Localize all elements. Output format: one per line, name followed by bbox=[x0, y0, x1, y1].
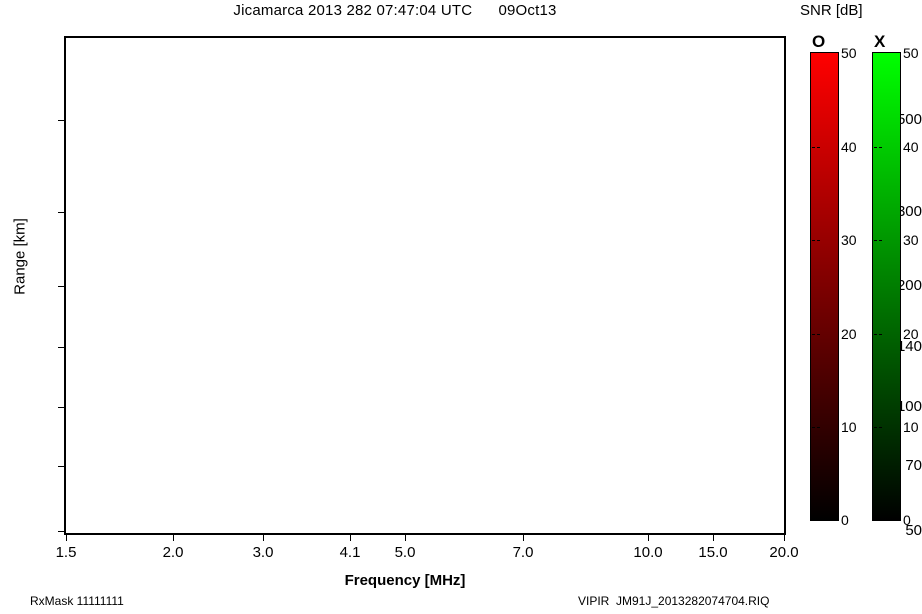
ylabel-70: 70 bbox=[905, 457, 922, 474]
cb-o-val-10: 10 bbox=[841, 419, 857, 435]
ytick-70 bbox=[58, 466, 65, 467]
cb-o-val-30: 30 bbox=[841, 232, 857, 248]
xtick-4.1 bbox=[350, 535, 351, 541]
xlabel-20.0: 20.0 bbox=[769, 544, 799, 561]
cb-o-val-40: 40 bbox=[841, 139, 857, 155]
xtick-1.5 bbox=[66, 535, 67, 541]
colorbar-o-letter: O bbox=[812, 32, 826, 51]
page-title: Jicamarca 2013 282 07:47:04 UTC 09Oct13 bbox=[233, 2, 557, 19]
ytick-200 bbox=[58, 286, 65, 287]
xtick-5.0 bbox=[405, 535, 406, 541]
ytick-50 bbox=[58, 531, 65, 532]
cb-x-tick-40 bbox=[874, 147, 883, 148]
colorbar-x-letter: X bbox=[874, 32, 886, 51]
cb-x-val-20: 20 bbox=[903, 326, 919, 342]
ytick-500 bbox=[58, 120, 65, 121]
colorbar-o-gradient bbox=[810, 52, 839, 521]
cb-o-tick-40 bbox=[812, 147, 821, 148]
colorbar-x-gradient bbox=[872, 52, 901, 521]
xtick-10.0 bbox=[648, 535, 649, 541]
colorbar-title: SNR [dB] bbox=[800, 2, 863, 19]
ytick-140 bbox=[58, 347, 65, 348]
xtick-2.0 bbox=[173, 535, 174, 541]
plot-frame-border bbox=[64, 36, 786, 535]
xtick-3.0 bbox=[263, 535, 264, 541]
x-axis-title: Frequency [MHz] bbox=[344, 572, 466, 589]
cb-o-tick-20 bbox=[812, 334, 821, 335]
xlabel-4.1: 4.1 bbox=[339, 544, 361, 561]
ylabel-50: 50 bbox=[905, 522, 922, 539]
y-axis-title: Range [km] bbox=[11, 218, 29, 295]
ylabel-500: 500 bbox=[896, 111, 922, 128]
xtick-15.0 bbox=[713, 535, 714, 541]
cb-x-tick-10 bbox=[874, 427, 883, 428]
ytick-100 bbox=[58, 407, 65, 408]
cb-x-val-10: 10 bbox=[903, 419, 919, 435]
ylabel-100: 100 bbox=[896, 398, 922, 415]
xlabel-3.0: 3.0 bbox=[252, 544, 274, 561]
xtick-7.0 bbox=[523, 535, 524, 541]
cb-x-tick-20 bbox=[874, 334, 883, 335]
xlabel-5.0: 5.0 bbox=[394, 544, 416, 561]
ytick-300 bbox=[58, 212, 65, 213]
ylabel-200: 200 bbox=[896, 277, 922, 294]
cb-o-val-50: 50 bbox=[841, 45, 857, 61]
xlabel-10.0: 10.0 bbox=[633, 544, 663, 561]
source-file-label: VIPIR JM91J_2013282074704.RIQ bbox=[578, 594, 770, 608]
xlabel-1.5: 1.5 bbox=[55, 544, 77, 561]
cb-o-tick-30 bbox=[812, 240, 821, 241]
ylabel-300: 300 bbox=[896, 203, 922, 220]
xlabel-2.0: 2.0 bbox=[162, 544, 184, 561]
xlabel-7.0: 7.0 bbox=[512, 544, 534, 561]
ylabel-140: 140 bbox=[896, 338, 922, 355]
xlabel-15.0: 15.0 bbox=[698, 544, 728, 561]
cb-x-val-0: 0 bbox=[903, 512, 911, 528]
cb-x-val-40: 40 bbox=[903, 139, 919, 155]
cb-x-tick-30 bbox=[874, 240, 883, 241]
cb-x-val-30: 30 bbox=[903, 232, 919, 248]
xtick-20.0 bbox=[784, 535, 785, 541]
cb-o-val-20: 20 bbox=[841, 326, 857, 342]
cb-o-tick-10 bbox=[812, 427, 821, 428]
rxmask-label: RxMask 11111111 bbox=[30, 594, 124, 608]
cb-o-val-0: 0 bbox=[841, 512, 849, 528]
cb-x-val-50: 50 bbox=[903, 45, 919, 61]
